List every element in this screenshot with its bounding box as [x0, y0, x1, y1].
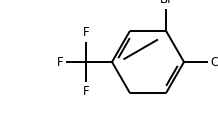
Text: Br: Br: [159, 0, 173, 6]
Text: Cl: Cl: [210, 56, 218, 68]
Text: F: F: [83, 85, 89, 98]
Text: F: F: [56, 56, 63, 68]
Text: F: F: [83, 26, 89, 39]
